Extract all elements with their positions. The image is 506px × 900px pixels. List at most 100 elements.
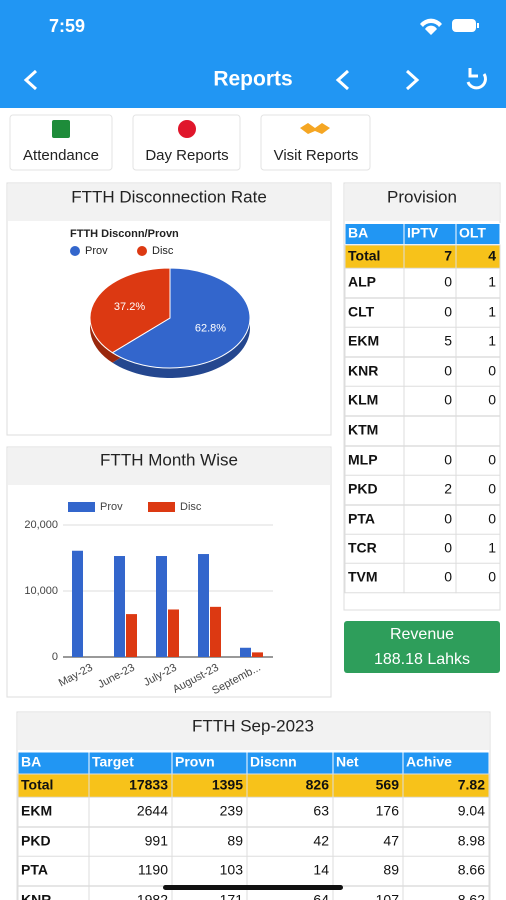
table-cell bbox=[455, 474, 501, 506]
day-reports-button[interactable]: Day Reports bbox=[145, 147, 228, 164]
revenue-card bbox=[344, 621, 500, 673]
table-cell-text: KLM bbox=[348, 392, 378, 408]
table-cell-text: 63 bbox=[313, 803, 329, 819]
back-button[interactable] bbox=[23, 69, 38, 91]
app-bar bbox=[0, 0, 506, 108]
table-cell bbox=[403, 244, 457, 270]
card-title: FTTH Sep-2023 bbox=[192, 716, 314, 735]
table-cell-text: 7 bbox=[444, 248, 452, 264]
table-cell-text: 103 bbox=[220, 862, 244, 878]
table-cell-text: 107 bbox=[376, 892, 400, 900]
table-cell-text: 826 bbox=[306, 777, 330, 793]
table-cell bbox=[402, 885, 490, 900]
table-cell-text: EKM bbox=[21, 803, 52, 819]
table-cell-text: 42 bbox=[313, 833, 329, 849]
table-header-text: BA bbox=[348, 225, 368, 241]
table-cell bbox=[88, 885, 173, 900]
table-cell bbox=[403, 415, 457, 447]
attendance-button[interactable]: Attendance bbox=[23, 147, 99, 164]
pie-title: FTTH Disconn/Provn bbox=[70, 228, 179, 240]
table-cell-text: 64 bbox=[313, 892, 329, 900]
bar bbox=[72, 550, 83, 657]
table-cell bbox=[88, 855, 173, 887]
revenue-value: 188.18 Lahks bbox=[374, 651, 470, 668]
table-cell bbox=[455, 267, 501, 299]
table-cell bbox=[455, 562, 501, 594]
table-cell bbox=[455, 297, 501, 329]
table-cell bbox=[455, 533, 501, 565]
legend-label: Prov bbox=[85, 245, 108, 257]
table-cell-text: 2 bbox=[444, 481, 452, 497]
bar bbox=[156, 556, 167, 657]
table-cell bbox=[402, 796, 490, 828]
table-cell-text: 0 bbox=[488, 481, 496, 497]
table-cell-text: 0 bbox=[488, 363, 496, 379]
table-cell-text: 1190 bbox=[138, 862, 168, 878]
table-cell bbox=[403, 385, 457, 417]
y-tick-label: 20,000 bbox=[24, 519, 58, 531]
table-cell-text: KNR bbox=[348, 363, 378, 379]
table-cell-text: EKM bbox=[348, 333, 379, 349]
table-cell-text: 47 bbox=[383, 833, 399, 849]
card-title: Provision bbox=[387, 187, 457, 206]
revenue-label: Revenue bbox=[390, 626, 454, 643]
table-cell-text: 1 bbox=[488, 333, 496, 349]
prev-button[interactable] bbox=[335, 69, 350, 91]
table-header-text: Provn bbox=[175, 754, 215, 770]
table-cell-text: 171 bbox=[220, 892, 244, 900]
table-cell-text: 1 bbox=[488, 304, 496, 320]
legend-label: Disc bbox=[152, 245, 174, 257]
status-time: 7:59 bbox=[49, 16, 85, 36]
table-cell-text: 8.66 bbox=[458, 862, 485, 878]
bar bbox=[210, 606, 221, 657]
home-indicator bbox=[163, 885, 343, 890]
table-cell-text: PTA bbox=[348, 511, 375, 527]
table-cell bbox=[402, 826, 490, 858]
table-cell-text: KTM bbox=[348, 422, 378, 438]
table-cell-text: 0 bbox=[488, 392, 496, 408]
table-cell bbox=[344, 445, 405, 477]
pie-slice bbox=[89, 267, 171, 354]
status-icons bbox=[420, 18, 479, 35]
table-cell-text: TCR bbox=[348, 540, 377, 556]
table-cell bbox=[403, 297, 457, 329]
table-cell-text: 2644 bbox=[137, 803, 168, 819]
table-cell bbox=[455, 504, 501, 536]
table-cell-text: 1395 bbox=[212, 777, 243, 793]
table-cell-text: 4 bbox=[488, 248, 496, 264]
table-header-text: OLT bbox=[459, 225, 486, 241]
table-cell-text: 8.98 bbox=[458, 833, 485, 849]
page-title: Reports bbox=[213, 68, 292, 91]
table-cell bbox=[403, 533, 457, 565]
pie-value-label: 62.8% bbox=[195, 323, 226, 335]
bar bbox=[126, 614, 137, 657]
legend-marker bbox=[137, 246, 147, 256]
table-cell-text: 14 bbox=[313, 862, 329, 878]
table-cell-text: 17833 bbox=[129, 777, 168, 793]
table-cell-text: 0 bbox=[488, 511, 496, 527]
table-header-text: Discnn bbox=[250, 754, 297, 770]
table-cell bbox=[171, 773, 248, 799]
table-cell-text: 0 bbox=[444, 540, 452, 556]
table-header-text: BA bbox=[21, 754, 41, 770]
y-tick-label: 0 bbox=[52, 651, 58, 663]
next-button[interactable] bbox=[405, 69, 420, 91]
bar bbox=[198, 554, 209, 657]
table-cell-text: TVM bbox=[348, 569, 378, 585]
table-cell-text: 1982 bbox=[137, 892, 168, 900]
bar bbox=[114, 556, 125, 657]
table-cell bbox=[171, 796, 248, 828]
refresh-button[interactable] bbox=[466, 73, 487, 90]
table-cell bbox=[344, 244, 405, 270]
table-cell-text: 7.82 bbox=[458, 777, 485, 793]
card-title: FTTH Month Wise bbox=[100, 450, 238, 469]
visit-reports-button[interactable]: Visit Reports bbox=[274, 147, 359, 164]
bar bbox=[168, 609, 179, 657]
table-cell-text: 1 bbox=[488, 540, 496, 556]
legend-marker bbox=[68, 502, 95, 512]
table-cell bbox=[246, 855, 334, 887]
bar bbox=[252, 652, 263, 657]
legend-marker bbox=[148, 502, 175, 512]
